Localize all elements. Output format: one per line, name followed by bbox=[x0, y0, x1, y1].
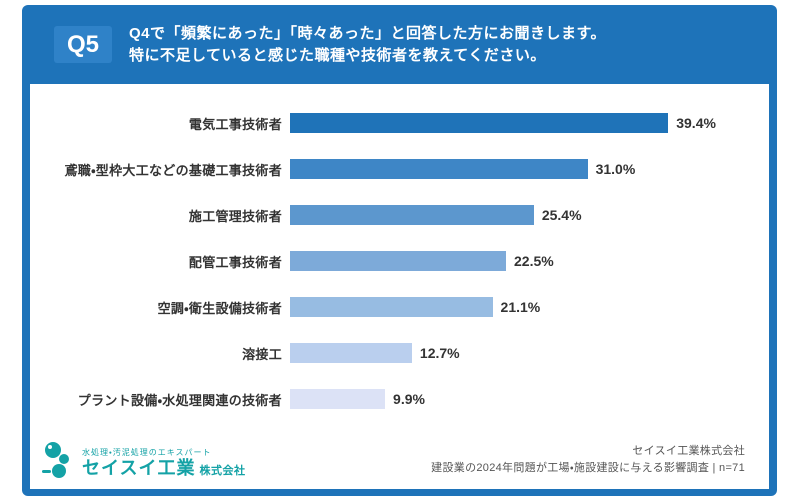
bar-category-label: 鳶職・型枠大工などの基礎工事技術者 bbox=[64, 162, 282, 178]
slide-panel: Q5 Q4で「頻繁にあった」「時々あった」と回答した方にお聞きします。 特に不足… bbox=[22, 5, 777, 496]
question-number-badge: Q5 bbox=[54, 26, 112, 63]
survey-source: セイスイ工業株式会社 建設業の2024年問題が工場・施設建設に与える影響調査 |… bbox=[431, 443, 745, 477]
question-line-1: Q4で「頻繁にあった」「時々あった」と回答した方にお聞きします。 bbox=[129, 24, 607, 42]
bar bbox=[290, 343, 412, 363]
bar-track: 25.4% bbox=[290, 205, 769, 225]
bar-row: 施工管理技術者 25.4% bbox=[30, 192, 769, 238]
bar-value-label: 39.4% bbox=[676, 115, 716, 131]
bar bbox=[290, 159, 588, 179]
bar-row: 電気工事技術者 39.4% bbox=[30, 100, 769, 146]
horizontal-bar-chart: 電気工事技術者 39.4% 鳶職・型枠大工などの基礎工事技術者 31.0% 施工管理技術… bbox=[30, 84, 769, 439]
bar-track: 21.1% bbox=[290, 297, 769, 317]
bar-category-label: 電気工事技術者 bbox=[188, 116, 282, 132]
bar-category-label: プラント設備・水処理関連の技術者 bbox=[77, 392, 282, 408]
bar-row: プラント設備・水処理関連の技術者 9.9% bbox=[30, 376, 769, 422]
source-company: セイスイ工業株式会社 bbox=[632, 444, 745, 457]
bar-value-label: 25.4% bbox=[541, 207, 582, 223]
question-text: Q4で「頻繁にあった」「時々あった」と回答した方にお聞きします。 特に不足してい… bbox=[129, 23, 606, 67]
question-line-2: 特に不足していると感じた職種や技術者を教えてください。 bbox=[129, 46, 546, 64]
bar-category-label: 配管工事技術者 bbox=[188, 254, 282, 270]
bar-track: 39.4% bbox=[290, 113, 769, 133]
source-survey-title: 建設業の2024年問題が工場・施設建設に与える影響調査 | n=71 bbox=[431, 462, 745, 474]
bar-value-label: 22.5% bbox=[514, 253, 554, 269]
bar bbox=[290, 297, 493, 317]
bar-category-label: 溶接工 bbox=[242, 346, 282, 362]
bar bbox=[290, 113, 669, 133]
logo-tagline: 水処理・汚泥処理のエキスパート bbox=[82, 448, 212, 458]
logo-text: 水処理・汚泥処理のエキスパート セイスイ工業 株式会社 bbox=[82, 447, 245, 479]
chart-card: 電気工事技術者 39.4% 鳶職・型枠大工などの基礎工事技術者 31.0% 施工管理技術… bbox=[30, 84, 769, 489]
bar-value-label: 31.0% bbox=[595, 161, 636, 177]
bar-value-label: 21.1% bbox=[500, 299, 541, 315]
bar-row: 溶接工 12.7% bbox=[30, 330, 769, 376]
bar-track: 31.0% bbox=[290, 159, 769, 179]
water-bubbles-logo-icon bbox=[42, 441, 76, 479]
logo-company-name: セイスイ工業 株式会社 bbox=[82, 458, 246, 479]
company-logo: 水処理・汚泥処理のエキスパート セイスイ工業 株式会社 bbox=[42, 441, 245, 479]
bar-value-label: 12.7% bbox=[419, 345, 460, 361]
footer: 水処理・汚泥処理のエキスパート セイスイ工業 株式会社 セイスイ工業株式会社 建設… bbox=[30, 439, 769, 489]
bar-category-label: 施工管理技術者 bbox=[188, 208, 282, 224]
logo-company-main: セイスイ工業 bbox=[82, 458, 196, 479]
bar bbox=[290, 389, 386, 409]
logo-company-suffix: 株式会社 bbox=[199, 465, 246, 478]
bar-category-label: 空調・衛生設備技術者 bbox=[157, 300, 282, 316]
bar-row: 空調・衛生設備技術者 21.1% bbox=[30, 284, 769, 330]
bar-track: 12.7% bbox=[290, 343, 769, 363]
bar-track: 22.5% bbox=[290, 251, 769, 271]
bar bbox=[290, 251, 506, 271]
bar-row: 鳶職・型枠大工などの基礎工事技術者 31.0% bbox=[30, 146, 769, 192]
bar bbox=[290, 205, 534, 225]
bar-value-label: 9.9% bbox=[393, 391, 425, 407]
bar-track: 9.9% bbox=[290, 389, 769, 409]
question-header: Q5 Q4で「頻繁にあった」「時々あった」と回答した方にお聞きします。 特に不足… bbox=[22, 5, 777, 84]
bar-row: 配管工事技術者 22.5% bbox=[30, 238, 769, 284]
